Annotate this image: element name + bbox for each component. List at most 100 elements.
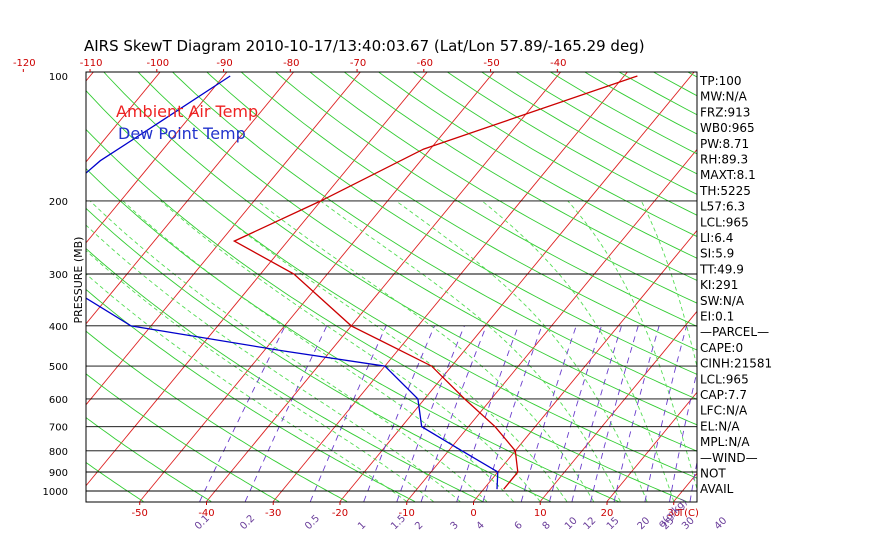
legend-dew-point-temp: Dew Point Temp [118,124,246,143]
dry-adiabat-line [274,72,697,327]
bottom-tick-label: 30 [667,508,680,519]
isotherm-line [206,72,562,502]
moist-adiabat-line [160,200,541,502]
isotherm-line [86,72,228,244]
top-tick-label: -80 [283,58,299,69]
bottom-tick-label: -30 [265,508,281,519]
chart-title: AIRS SkewT Diagram 2010-10-17/13:40:03.6… [84,37,645,55]
mixing-ratio-line [199,325,286,502]
dry-adiabat-line [171,72,697,400]
dry-adiabat-line [86,417,212,502]
pressure-tick-label: 1000 [43,487,68,498]
pressure-tick-label: 300 [49,270,68,281]
dry-adiabat-line [86,373,280,502]
dry-adiabat-line [86,207,551,502]
isotherm-line [539,310,697,502]
top-tick-label: -60 [417,58,433,69]
isotherm-line [807,36,870,502]
mixing-ratio-tick-label: 2 [413,520,425,532]
stat-item: WB0:965 [700,121,755,135]
isotherm-line [86,72,361,406]
moist-adiabat-line [86,224,461,502]
mixing-ratio-line [482,325,543,502]
mixing-ratio-tick-label: 0.2 [238,513,257,532]
mixing-ratio-line [244,325,328,502]
isotherm-line [740,36,870,502]
isotherm-line [86,72,295,325]
pressure-tick-label: 400 [49,322,68,333]
bottom-tick-label: -20 [332,508,348,519]
isotherm-line [139,72,495,502]
bottom-tick-label: -10 [399,508,415,519]
dry-adiabat-line [818,36,870,502]
moist-adiabat-line [320,200,621,502]
xaxis-unit-label: T(C) [677,508,699,519]
stat-item: EL:N/A [700,419,740,433]
legend: Ambient Air Temp Dew Point Temp [116,102,258,143]
top-tick-label: -70 [350,58,366,69]
isotherm-line [86,72,161,163]
stat-item: LCL:965 [700,215,749,229]
dry-adiabat-line [851,36,870,502]
stat-item: L57:6.3 [700,200,745,214]
mixing-ratio-tick-label: 20 [636,515,653,532]
stat-item: MPL:N/A [700,435,750,449]
mixing-ratio-tick-label: 12 [582,515,599,532]
isotherm-line [272,72,628,502]
moist-adiabat-lines [86,200,697,502]
pressure-ticks: 100 200 300 400 500 600 700 800 900 1000 [43,72,68,498]
mixing-ratio-line [613,325,660,502]
plot-frame [85,71,698,503]
dry-adiabat-line [656,36,870,502]
bottom-temperature-ticks: -50 -40 -30 -20 -10 0 10 20 30 [132,502,680,519]
stat-item: NOT [700,467,726,481]
mixing-ratio-line [456,325,519,502]
top-tick-label: -40 [550,58,566,69]
top-tick-label: -120 [13,58,36,69]
dry-adiabat-line [753,36,870,502]
stat-item: —WIND— [700,451,758,465]
top-tick-label: -50 [483,58,499,69]
dry-adiabat-line [86,461,144,502]
mixing-ratio-tick-label: 3 [449,520,461,532]
stat-item: PW:8.71 [700,137,749,151]
dry-adiabat-line [206,72,697,375]
bottom-tick-label: -40 [198,508,214,519]
mixing-ratio-line [520,325,577,502]
stat-item: EI:0.1 [700,310,734,324]
mixing-ratio-tick-label: 1 [356,520,368,532]
moist-adiabat-line [481,200,675,502]
dry-adiabat-line [309,72,697,304]
dry-adiabat-line [412,72,697,238]
bottom-tick-label: 0 [470,508,476,519]
moist-adiabat-line [567,200,697,491]
dry-adiabat-lines [0,36,870,502]
dry-adiabat-line [86,168,619,502]
mixing-ratio-tick-label: 10 [563,515,580,532]
stat-item: MW:N/A [700,90,748,104]
isotherm-lines [86,36,870,502]
mixing-ratio-lines [199,325,697,502]
top-tick-label: -100 [146,58,169,69]
moist-adiabat-line [204,200,568,502]
isobar-lines [86,200,697,492]
dry-adiabat-line [240,72,697,351]
dry-adiabat-line [0,36,8,502]
mixing-ratio-line [669,369,697,502]
stat-item: FRZ:913 [700,105,750,119]
stat-item: KI:291 [700,278,738,292]
mixing-ratio-line [396,325,465,502]
stat-item: —PARCEL— [700,325,769,339]
mixing-ratio-line [590,325,639,502]
dry-adiabat-line [137,72,697,426]
stat-item: MAXT:8.1 [700,168,756,182]
dew-point-temp-line [86,75,499,490]
dry-adiabat-line [86,247,483,502]
y-axis-label: PRESSURE (MB) [72,237,85,324]
pressure-tick-label: 200 [49,197,68,208]
mixing-ratio-line [549,325,602,502]
mixing-ratio-line [420,325,487,502]
pressure-tick-label: 700 [49,423,68,434]
stat-item: CAP:7.7 [700,388,747,402]
